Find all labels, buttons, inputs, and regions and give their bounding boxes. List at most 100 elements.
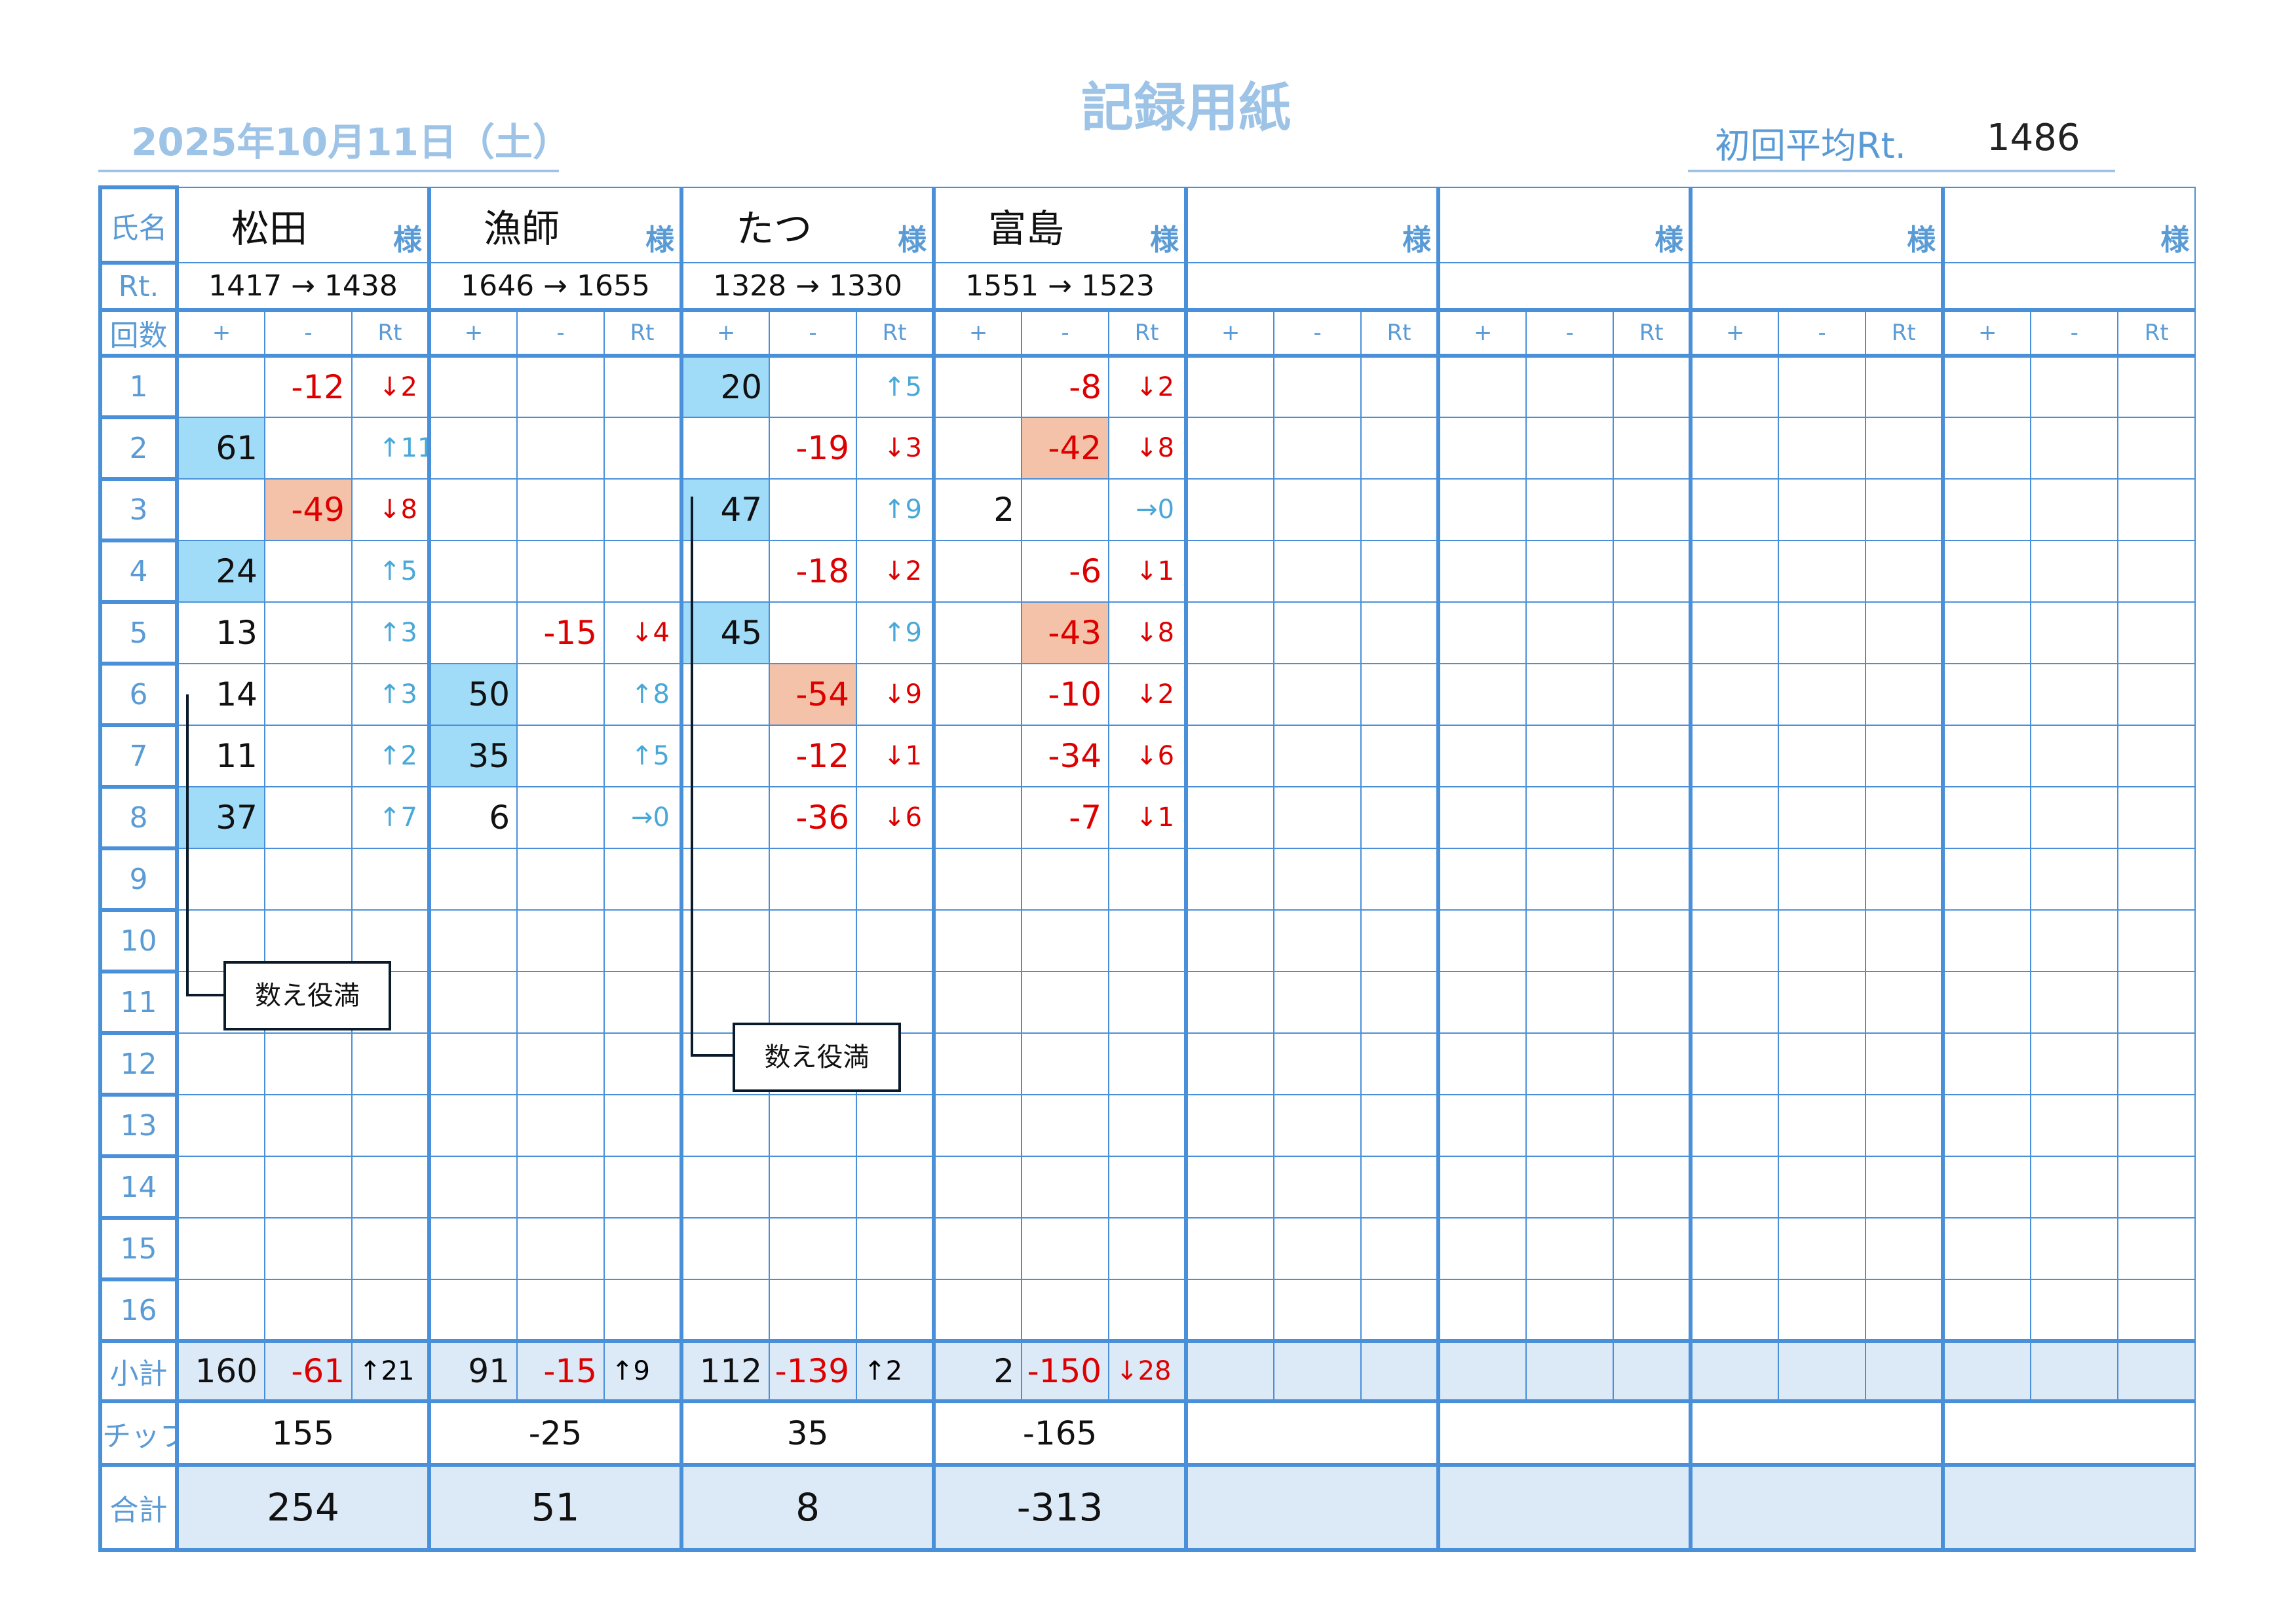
- chip-value: [1184, 1401, 1440, 1467]
- plus-score: [1689, 355, 1780, 418]
- plus-score: [932, 971, 1023, 1034]
- rt-change: [1108, 1094, 1187, 1157]
- total-value: [1941, 1464, 2196, 1552]
- minus-score: [516, 909, 605, 972]
- minus-score: [1273, 909, 1362, 972]
- player-name-cell[interactable]: たつ 様: [679, 187, 935, 263]
- minus-score: [1778, 355, 1867, 418]
- rt-change: [603, 848, 683, 911]
- player-name-cell[interactable]: 様: [1184, 187, 1440, 263]
- plus-score: [932, 355, 1023, 418]
- round-number: 5: [98, 600, 179, 666]
- plus-score: [1436, 601, 1527, 664]
- rt-change: [1360, 848, 1440, 911]
- minus-header: -: [1273, 308, 1362, 358]
- rt-header: Rt: [1613, 308, 1692, 358]
- score-table: 氏名 松田 様 漁師 様 たつ 様 富島 様 様 様 様 様 Rt. 1417 → 1438 1646 → 1…: [98, 185, 2196, 1552]
- minus-score: [264, 1279, 353, 1342]
- rt-header: Rt: [351, 308, 430, 358]
- plus-score: [1689, 540, 1780, 603]
- minus-score: [516, 971, 605, 1034]
- plus-score: 6: [427, 786, 518, 849]
- rt-change: ↓2: [1108, 663, 1187, 726]
- minus-score: -15: [516, 601, 605, 664]
- plus-score: [1689, 663, 1780, 726]
- rt-change: [2117, 1156, 2196, 1218]
- minus-score: [516, 1094, 605, 1157]
- minus-score: [1021, 1156, 1110, 1218]
- minus-score: [264, 601, 353, 664]
- plus-score: [932, 1156, 1023, 1218]
- chip-value: -25: [427, 1401, 683, 1467]
- avg-underline: [1688, 170, 2115, 172]
- minus-score: [1525, 1217, 1615, 1280]
- total-label: 合計: [98, 1463, 179, 1552]
- plus-score: [679, 1156, 771, 1218]
- plus-score: [1184, 1094, 1275, 1157]
- round-number: 4: [98, 538, 179, 604]
- round-number: 6: [98, 662, 179, 727]
- plus-score: [1436, 1217, 1527, 1280]
- rt-header: Rt: [1108, 308, 1187, 358]
- annotation-connector: [186, 994, 224, 996]
- minus-score: [2030, 355, 2119, 418]
- initial-avg-label: 初回平均Rt.: [1715, 125, 1906, 166]
- plus-score: 13: [175, 601, 265, 664]
- plus-score: [932, 786, 1023, 849]
- plus-score: [175, 355, 265, 418]
- sama-label: 様: [393, 223, 423, 257]
- subtotal-minus: -15: [516, 1339, 605, 1403]
- rt-change: [1613, 417, 1692, 480]
- minus-score: [1021, 1279, 1110, 1342]
- total-value: [1689, 1464, 1944, 1552]
- rt-change: ↑9: [856, 601, 935, 664]
- player-name-cell[interactable]: 富島 様: [932, 187, 1187, 263]
- rt-change: [1613, 663, 1692, 726]
- plus-score: [1436, 1156, 1527, 1218]
- player-name-cell[interactable]: 様: [1436, 187, 1692, 263]
- plus-score: 2: [932, 478, 1023, 541]
- subtotal-plus: [1436, 1339, 1527, 1403]
- subtotal-minus: [2030, 1339, 2119, 1403]
- rt-change: ↓6: [856, 786, 935, 849]
- minus-score: [2030, 601, 2119, 664]
- minus-score: -34: [1021, 725, 1110, 787]
- rt-change: [2117, 786, 2196, 849]
- subtotal-minus: -61: [264, 1339, 353, 1403]
- rt-change: [2117, 540, 2196, 603]
- minus-score: -12: [264, 355, 353, 418]
- rt-change: ↓1: [1108, 540, 1187, 603]
- rt-change: [1360, 786, 1440, 849]
- player-name-cell[interactable]: 漁師 様: [427, 187, 683, 263]
- plus-score: [427, 1156, 518, 1218]
- subtotal-minus: -150: [1021, 1339, 1110, 1403]
- player-rating: [1941, 262, 2196, 311]
- rt-change: ↓2: [1108, 355, 1187, 418]
- plus-header: +: [1689, 308, 1780, 358]
- page-title: 記録用紙: [1081, 77, 1291, 138]
- rt-change: [1108, 848, 1187, 911]
- plus-score: [1436, 848, 1527, 911]
- plus-score: [1436, 540, 1527, 603]
- plus-score: [1689, 478, 1780, 541]
- plus-score: [1184, 1156, 1275, 1218]
- player-name-cell[interactable]: 松田 様: [174, 187, 430, 263]
- rt-label: Rt.: [98, 261, 179, 312]
- plus-header: +: [679, 308, 771, 358]
- minus-score: [1021, 1032, 1110, 1095]
- plus-score: [932, 1279, 1023, 1342]
- plus-score: 20: [679, 355, 771, 418]
- plus-score: [175, 848, 265, 911]
- rt-change: ↓9: [856, 663, 935, 726]
- player-name-cell[interactable]: 様: [1941, 187, 2196, 263]
- minus-score: [516, 1279, 605, 1342]
- player-name-cell[interactable]: 様: [1689, 187, 1944, 263]
- plus-score: [1689, 1279, 1780, 1342]
- rt-change: [603, 1094, 683, 1157]
- plus-score: [427, 1094, 518, 1157]
- plus-score: [932, 601, 1023, 664]
- minus-score: [516, 1032, 605, 1095]
- chip-value: -165: [932, 1401, 1187, 1467]
- minus-score: [1273, 786, 1362, 849]
- minus-score: [1273, 1217, 1362, 1280]
